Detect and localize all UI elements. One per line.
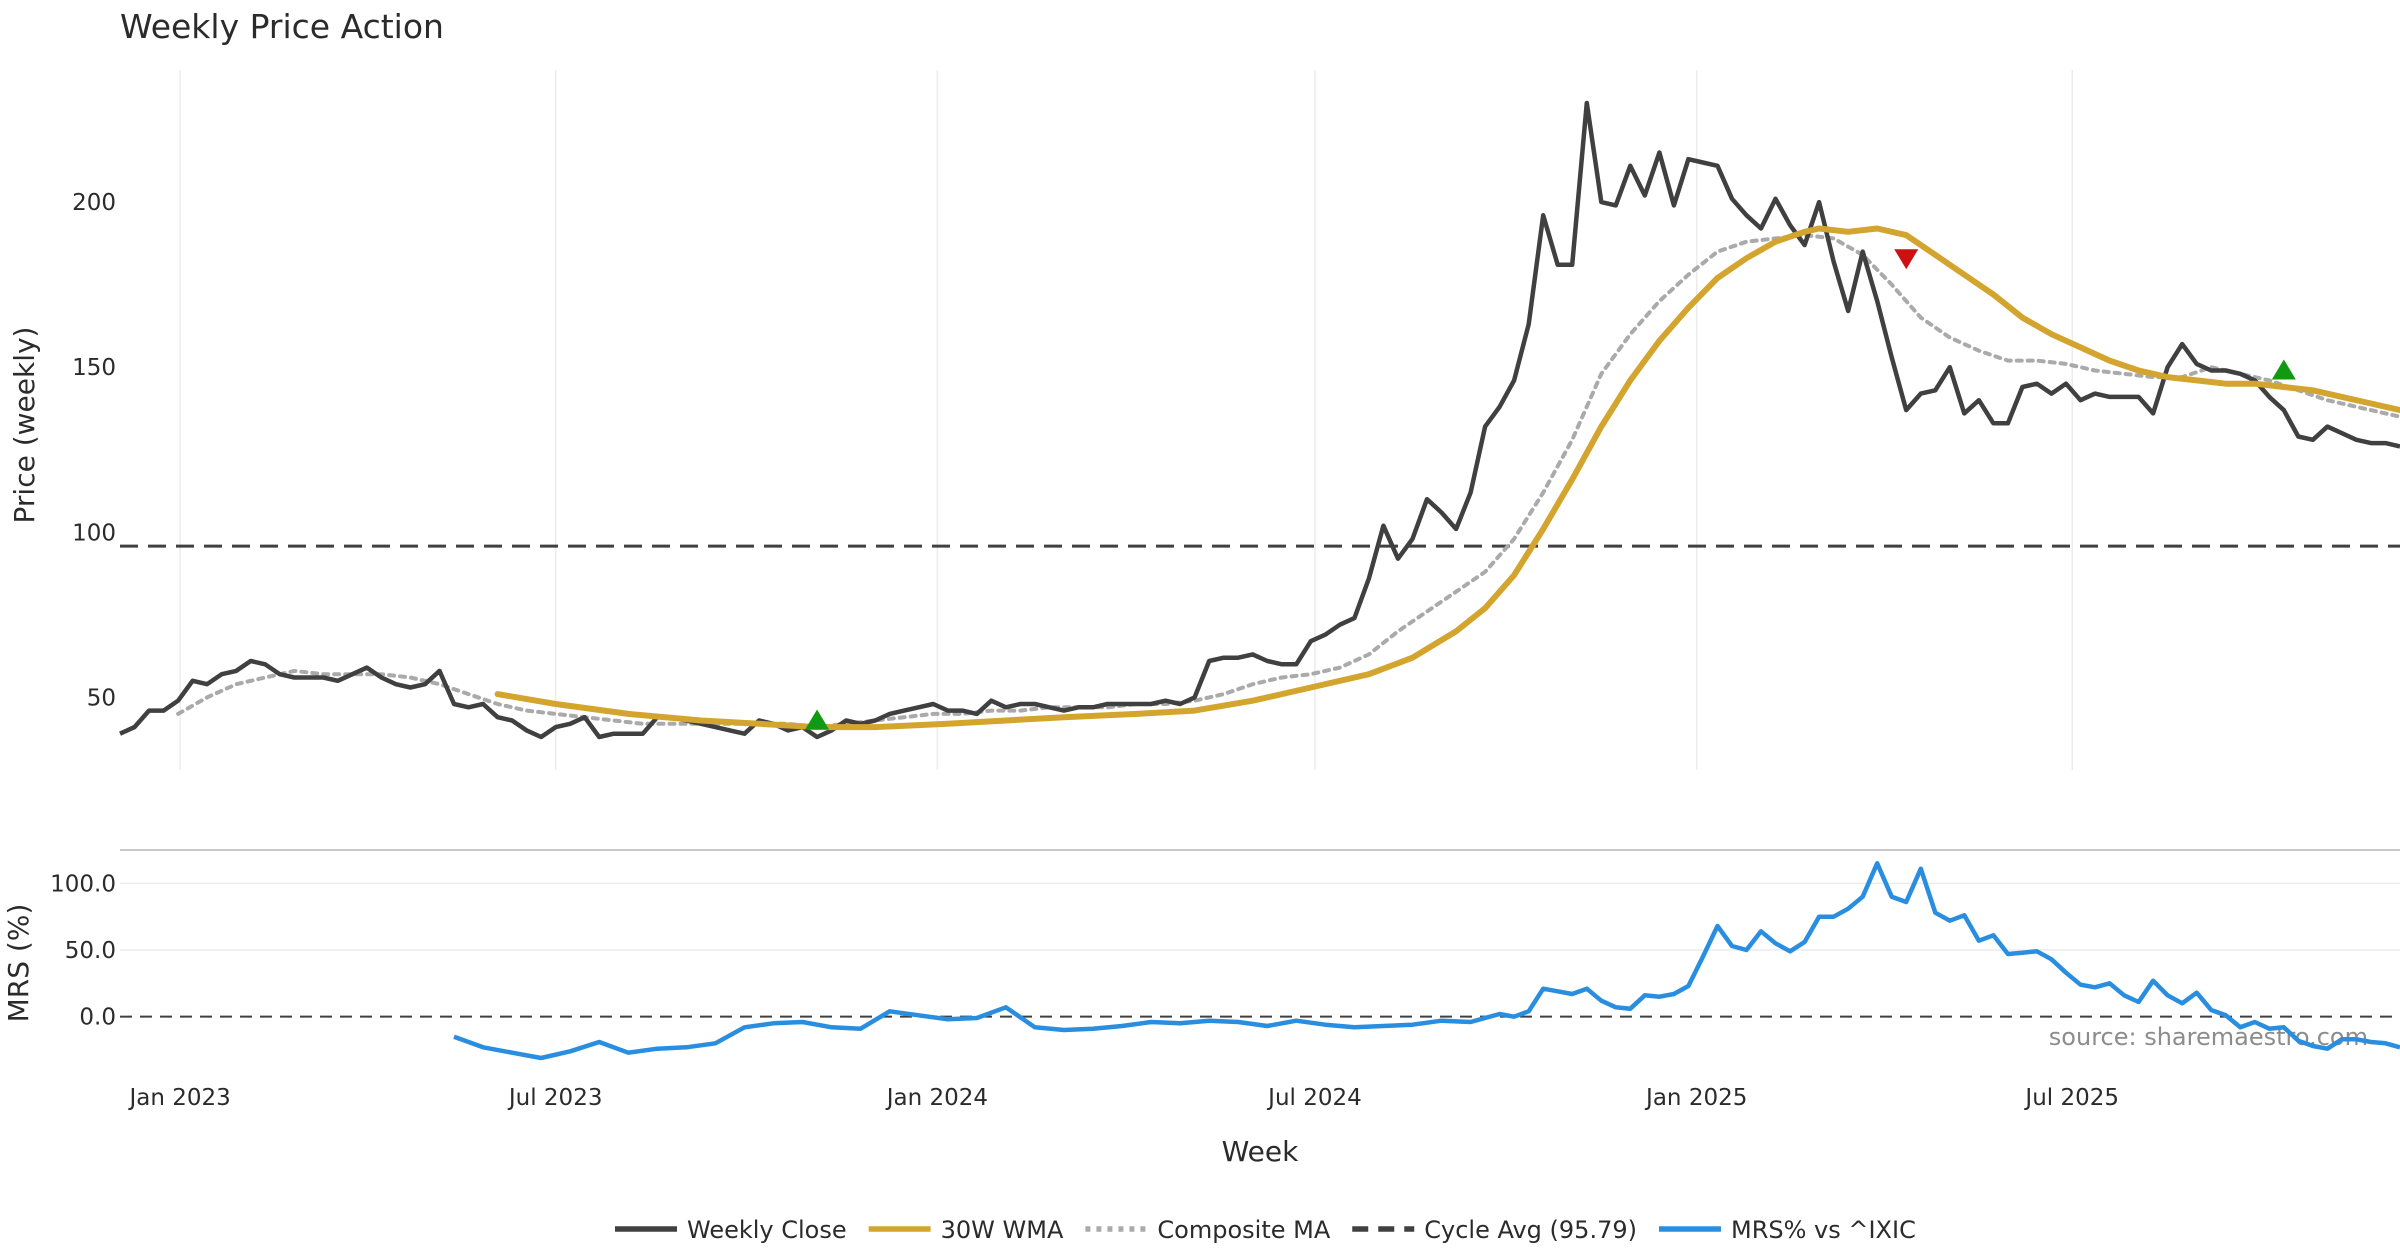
- mrs-y-tick-label: 100.0: [50, 871, 116, 897]
- mrs-y-tick-label: 0.0: [79, 1005, 116, 1031]
- x-tick-label: Jan 2023: [128, 1085, 231, 1111]
- legend-label: 30W WMA: [941, 1216, 1064, 1244]
- chart-title: Weekly Price Action: [120, 7, 444, 46]
- buy-signal-marker: [2271, 359, 2296, 380]
- mrs-axis-label: MRS (%): [2, 904, 35, 1023]
- legend-label: Cycle Avg (95.79): [1424, 1216, 1637, 1244]
- price-y-tick-label: 50: [87, 685, 116, 711]
- weekly-close-line: [119, 100, 2400, 740]
- mrs-y-tick-label: 50.0: [65, 938, 116, 964]
- x-tick-label: Jan 2025: [1644, 1085, 1747, 1111]
- wma-line: [494, 225, 2400, 731]
- x-tick-label: Jul 2025: [2023, 1085, 2119, 1111]
- mrs-line: [453, 861, 2400, 1061]
- legend-label: Composite MA: [1157, 1216, 1330, 1244]
- x-tick-label: Jan 2024: [885, 1085, 988, 1111]
- price-y-tick-label: 150: [72, 355, 116, 381]
- composite-ma-line: [176, 233, 2400, 730]
- x-tick-label: Jul 2023: [507, 1085, 603, 1111]
- legend-label: MRS% vs ^IXIC: [1731, 1216, 1916, 1244]
- buy-signal-marker: [805, 709, 830, 730]
- sell-signal-marker: [1894, 249, 1919, 270]
- legend-label: Weekly Close: [687, 1216, 847, 1244]
- price-axis-label: Price (weekly): [8, 327, 41, 524]
- price-y-tick-label: 200: [72, 190, 116, 216]
- x-axis-label: Week: [1222, 1135, 1299, 1168]
- price-y-tick-label: 100: [72, 520, 116, 546]
- x-tick-label: Jul 2024: [1266, 1085, 1362, 1111]
